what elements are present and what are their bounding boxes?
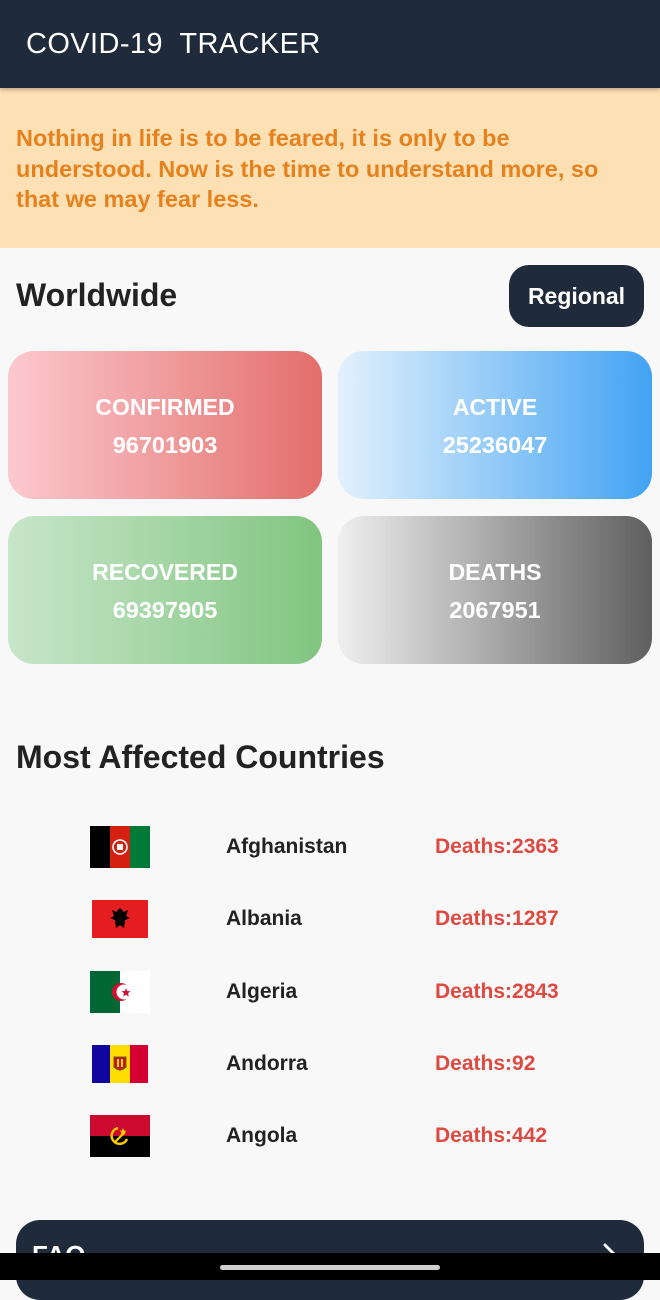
deaths-value: 2067951 (449, 597, 541, 623)
recovered-label: RECOVERED (92, 559, 238, 585)
andorra-flag-icon (90, 1043, 150, 1085)
country-deaths: Deaths:92 (435, 1052, 536, 1075)
country-name: Albania (226, 907, 302, 930)
quote-text: Nothing in life is to be feared, it is o… (16, 125, 599, 212)
confirmed-card: CONFIRMED 96701903 (8, 351, 322, 499)
country-name: Algeria (226, 980, 298, 1003)
app-bar: COVID-19 TRACKER (0, 0, 660, 88)
active-card: ACTIVE 25236047 (338, 351, 652, 499)
regional-button[interactable]: Regional (509, 265, 644, 327)
afghanistan-flag-icon (90, 826, 150, 868)
country-row[interactable]: Angola Deaths:442 (0, 1111, 660, 1161)
country-row[interactable]: Andorra Deaths:92 (0, 1039, 660, 1089)
country-deaths: Deaths:442 (435, 1124, 548, 1147)
recovered-value: 69397905 (112, 597, 218, 623)
quote-banner (0, 88, 660, 248)
country-row[interactable]: Afghanistan Deaths:2363 (0, 822, 660, 872)
active-value: 25236047 (442, 432, 548, 458)
angola-flag-icon (90, 1115, 150, 1157)
country-deaths: Deaths:2843 (435, 980, 559, 1003)
deaths-card: DEATHS 2067951 (338, 516, 652, 664)
system-navigation-bar (0, 1253, 660, 1280)
home-gesture-handle[interactable] (220, 1265, 440, 1270)
app-title: COVID-19 TRACKER (26, 28, 321, 60)
country-name: Andorra (226, 1052, 308, 1075)
country-name: Afghanistan (226, 835, 348, 858)
deaths-label: DEATHS (448, 559, 542, 585)
algeria-flag-icon (90, 971, 150, 1013)
albania-flag-icon (90, 898, 150, 940)
most-affected-title: Most Affected Countries (16, 739, 385, 775)
country-name: Angola (226, 1124, 298, 1147)
active-label: ACTIVE (452, 394, 538, 420)
confirmed-value: 96701903 (112, 432, 218, 458)
country-deaths: Deaths:2363 (435, 835, 559, 858)
country-row[interactable]: Algeria Deaths:2843 (0, 967, 660, 1017)
confirmed-label: CONFIRMED (95, 394, 235, 420)
country-row[interactable]: Albania Deaths:1287 (0, 894, 660, 944)
worldwide-title: Worldwide (16, 277, 178, 313)
country-deaths: Deaths:1287 (435, 907, 559, 930)
recovered-card: RECOVERED 69397905 (8, 516, 322, 664)
